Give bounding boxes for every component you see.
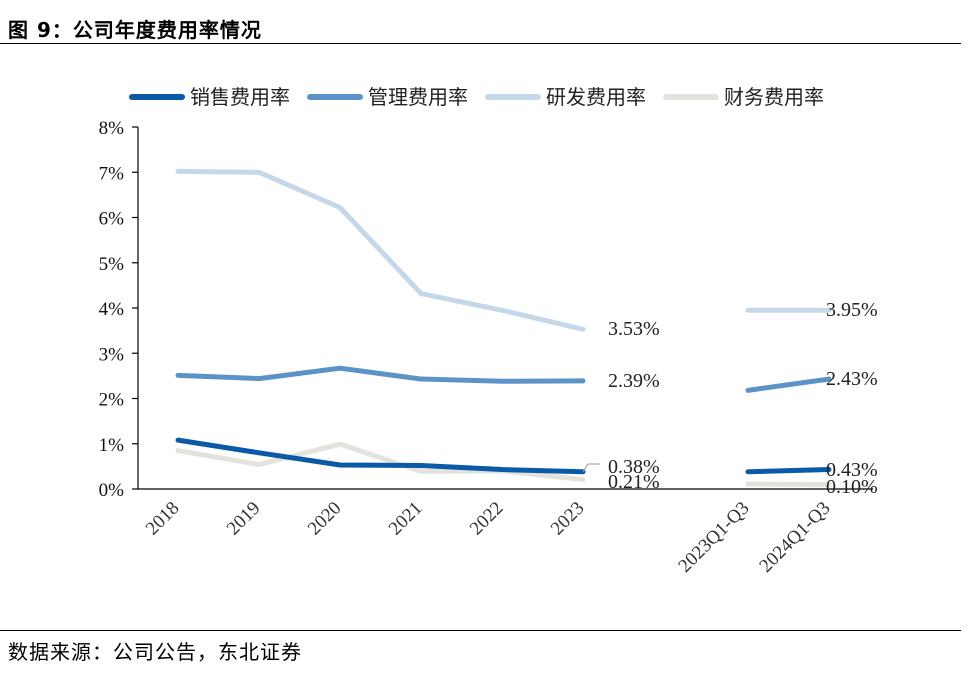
x-tick-label: 2021 [385, 498, 427, 540]
data-label: 3.95% [826, 299, 878, 321]
x-tick-label: 2023 [547, 498, 589, 540]
legend-label: 管理费用率 [368, 86, 468, 109]
series-line-quarterly [745, 467, 832, 475]
y-tick-label: 1% [99, 435, 125, 456]
series-line-quarterly [745, 376, 832, 393]
data-label: 0.10% [826, 476, 878, 498]
chart-legend: 销售费用率 管理费用率 研发费用率 财务费用率 [129, 86, 824, 109]
y-tick-label: 4% [99, 299, 125, 320]
source-note: 数据来源：公司公告，东北证券 [8, 640, 302, 664]
x-tick-label: 2020 [304, 498, 346, 540]
label-leader-line [582, 463, 600, 473]
data-label: 2.39% [608, 370, 660, 392]
chart-axes: 0% 1% 2% 3% 4% 5% 6% 7% 8% 2018 2019 2020 2021 2022 20… [99, 118, 873, 577]
x-tick-label: 2024Q1-Q3 [755, 498, 834, 577]
y-tick-label: 8% [99, 118, 125, 139]
x-tick-label: 2023Q1-Q3 [674, 498, 753, 577]
legend-label: 销售费用率 [190, 86, 290, 109]
y-tick-label: 2% [99, 390, 125, 411]
data-label: 0.38% [608, 456, 660, 478]
x-tick-label: 2018 [142, 498, 184, 540]
y-tick-label: 6% [99, 209, 125, 230]
x-tick-label: 2022 [466, 498, 508, 540]
y-tick-label: 7% [99, 163, 125, 184]
x-tick-label: 2019 [223, 498, 265, 540]
legend-label: 研发费用率 [546, 86, 646, 109]
y-tick-label: 0% [99, 480, 125, 501]
legend-label: 财务费用率 [724, 86, 824, 109]
series-line-annual [175, 365, 586, 384]
data-label: 3.53% [608, 318, 660, 340]
y-tick-label: 5% [99, 254, 125, 275]
data-label: 2.43% [826, 368, 878, 390]
chart-series [175, 168, 832, 487]
chart-data-labels: 0.38% 0.43% 2.39% 2.43% 3.53% 3.95% 0.21% 0.10% [582, 299, 878, 498]
top-rule [0, 43, 961, 44]
bottom-rule [0, 630, 961, 631]
data-label: 0.43% [826, 459, 878, 481]
figure-title: 图 9：公司年度费用率情况 [8, 18, 262, 42]
series-line-annual [175, 437, 586, 475]
data-label: 0.21% [608, 471, 660, 493]
y-tick-label: 3% [99, 344, 125, 365]
series-line-annual [175, 168, 586, 332]
